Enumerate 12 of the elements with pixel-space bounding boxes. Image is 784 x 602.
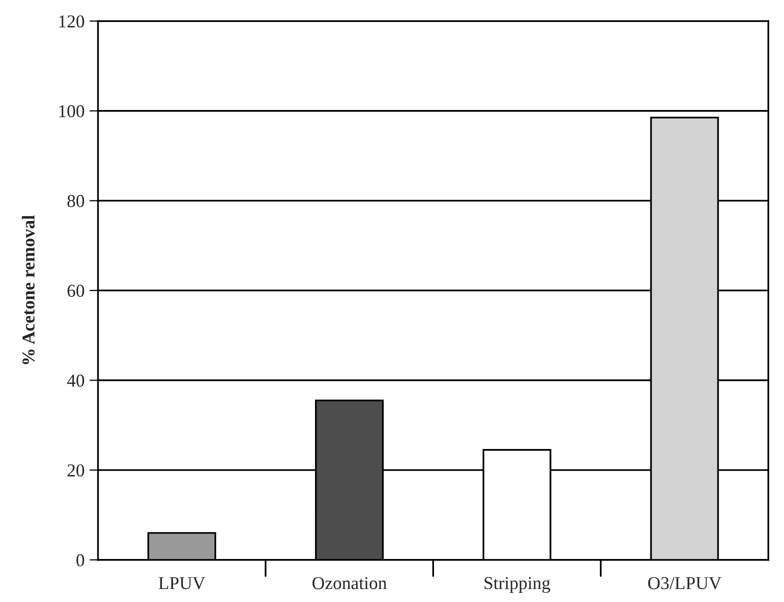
y-tick-label: 100 [59,105,84,118]
y-tick-label: 20 [68,464,84,477]
x-tick-label: LPUV [158,577,206,590]
y-tick-label: 80 [67,194,84,208]
y-tick-label: 40 [67,374,84,387]
x-tick-label: Ozonation [312,577,387,590]
y-tick-label: 60 [68,284,84,297]
y-axis-title: % Acetone removal [22,215,35,364]
y-tick-label: 120 [59,15,84,28]
x-tick-label: O3/LPUV [648,577,722,590]
y-tick-label: 0 [76,554,84,566]
x-tick-label: Stripping [484,577,550,593]
